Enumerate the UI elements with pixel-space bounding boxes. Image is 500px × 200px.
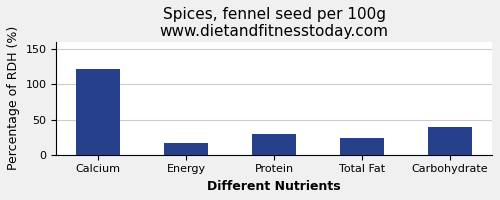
Bar bbox=[340, 138, 384, 155]
Bar bbox=[252, 134, 296, 155]
Bar bbox=[76, 69, 120, 155]
Bar bbox=[164, 143, 208, 155]
Bar bbox=[428, 127, 472, 155]
Title: Spices, fennel seed per 100g
www.dietandfitnesstoday.com: Spices, fennel seed per 100g www.dietand… bbox=[160, 7, 388, 39]
Y-axis label: Percentage of RDH (%): Percentage of RDH (%) bbox=[7, 26, 20, 170]
X-axis label: Different Nutrients: Different Nutrients bbox=[208, 180, 341, 193]
